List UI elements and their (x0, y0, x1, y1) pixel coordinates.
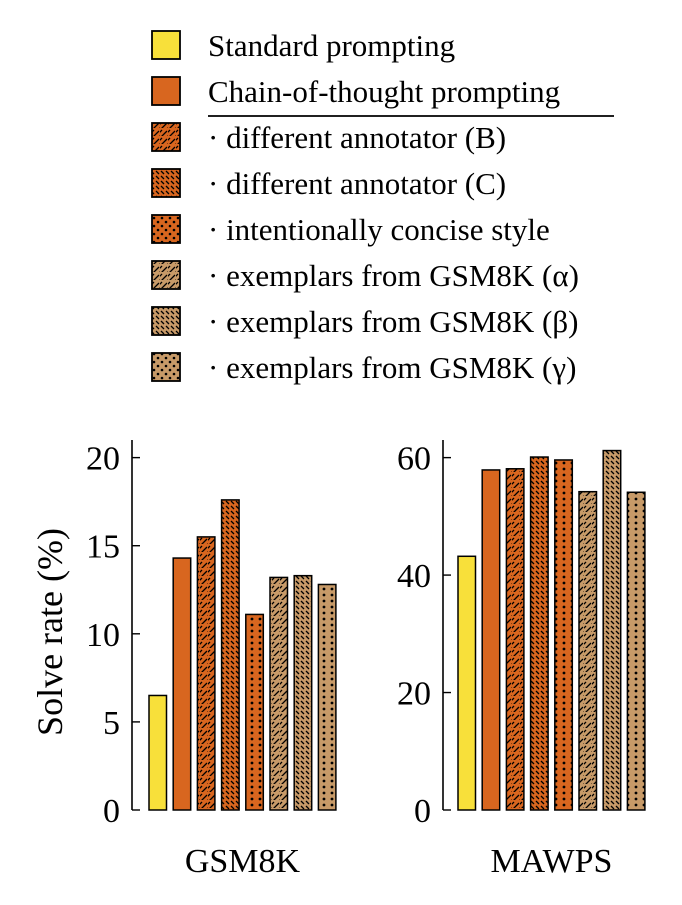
bar-pattern (579, 491, 597, 810)
bar-different-annotator-c (220, 499, 240, 811)
y-tick-label: 0 (103, 793, 120, 830)
legend-label: · exemplars from GSM8K (β) (208, 304, 578, 339)
legend-swatch-pattern (152, 261, 180, 289)
bar-pattern (603, 450, 621, 810)
legend-item-standard-prompting: Standard prompting (151, 28, 455, 63)
legend-swatch-pattern (152, 215, 180, 243)
bar-exemplars-from-gsm8k (317, 583, 337, 811)
legend: Standard prompting Chain-of-thought promp… (151, 28, 614, 385)
bar-pattern (245, 614, 264, 810)
legend-label: · different annotator (C) (208, 166, 506, 201)
bar-standard-prompting (148, 694, 168, 811)
y-tick-label: 0 (414, 793, 431, 830)
x-axis-category-label: MAWPS (490, 843, 612, 880)
bar-different-annotator-c (529, 456, 549, 811)
legend-swatch-pattern (152, 169, 180, 197)
bar-different-annotator-b (196, 536, 216, 811)
legend-swatch (151, 30, 181, 60)
legend-item-different-annotator-b: · different annotator (B) (151, 120, 506, 155)
y-axis-label: Solve rate (%) (30, 528, 70, 736)
y-tick-label: 60 (397, 441, 431, 478)
bar-pattern (197, 536, 215, 810)
bar-intentionally-concise-style (554, 459, 574, 811)
bar-exemplars-from-gsm8k (626, 491, 646, 811)
legend-swatch-pattern (152, 353, 180, 381)
bar-fill (172, 557, 192, 811)
charts-area: 0 5 10 15 20 GSM8K 0 20 40 60 MAWPS Solve rate (%… (30, 440, 646, 880)
legend-item-intentionally-concise-style: · intentionally concise style (151, 212, 550, 247)
legend-item-exemplars-from-gsm8k: · exemplars from GSM8K (β) (151, 304, 578, 339)
bar-exemplars-from-gsm8k (578, 490, 598, 811)
bar-fill (457, 555, 477, 811)
bar-standard-prompting (457, 555, 477, 811)
legend-label: · exemplars from GSM8K (α) (208, 258, 579, 293)
y-tick-label: 20 (86, 441, 120, 478)
legend-item-exemplars-from-gsm8k: · exemplars from GSM8K (α) (151, 258, 579, 293)
legend-label: · exemplars from GSM8K (γ) (208, 350, 576, 385)
bar-exemplars-from-gsm8k (293, 574, 313, 811)
bar-different-annotator-b (505, 468, 525, 811)
x-axis-category-label: GSM8K (185, 843, 301, 880)
bar-pattern (294, 575, 312, 810)
y-tick-label: 15 (86, 529, 120, 566)
legend-label: Standard prompting (208, 28, 455, 63)
bar-pattern (554, 459, 573, 810)
bar-chain-of-thought-prompting (481, 469, 501, 811)
y-tick-label: 5 (103, 705, 120, 742)
legend-label: Chain-of-thought prompting (208, 74, 560, 109)
legend-item-different-annotator-c: · different annotator (C) (151, 166, 506, 201)
bar-pattern (627, 492, 645, 810)
bar-exemplars-from-gsm8k (269, 576, 289, 811)
legend-swatch-pattern (152, 307, 180, 335)
bar-intentionally-concise-style (245, 613, 265, 811)
legend-swatch (151, 76, 181, 106)
bar-pattern (318, 584, 336, 810)
legend-item-chain-of-thought-prompting: Chain-of-thought prompting (151, 74, 560, 109)
bar-pattern (506, 468, 524, 810)
legend-label: · different annotator (B) (208, 120, 506, 155)
bar-fill (148, 694, 168, 811)
y-tick-label: 10 (86, 617, 120, 654)
bar-exemplars-from-gsm8k (602, 449, 622, 811)
bar-pattern (221, 499, 240, 810)
legend-swatch-pattern (152, 123, 180, 151)
bar-pattern (270, 577, 288, 810)
bar-pattern (530, 457, 549, 810)
y-tick-label: 40 (397, 558, 431, 595)
mawps-panel: 0 20 40 60 MAWPS (397, 440, 646, 880)
legend-label: · intentionally concise style (208, 212, 550, 247)
bar-chain-of-thought-prompting (172, 557, 192, 811)
bar-fill (481, 469, 501, 811)
legend-item-exemplars-from-gsm8k: · exemplars from GSM8K (γ) (151, 350, 576, 385)
gsm8k-panel: 0 5 10 15 20 GSM8K (86, 440, 337, 880)
y-tick-label: 20 (397, 676, 431, 713)
